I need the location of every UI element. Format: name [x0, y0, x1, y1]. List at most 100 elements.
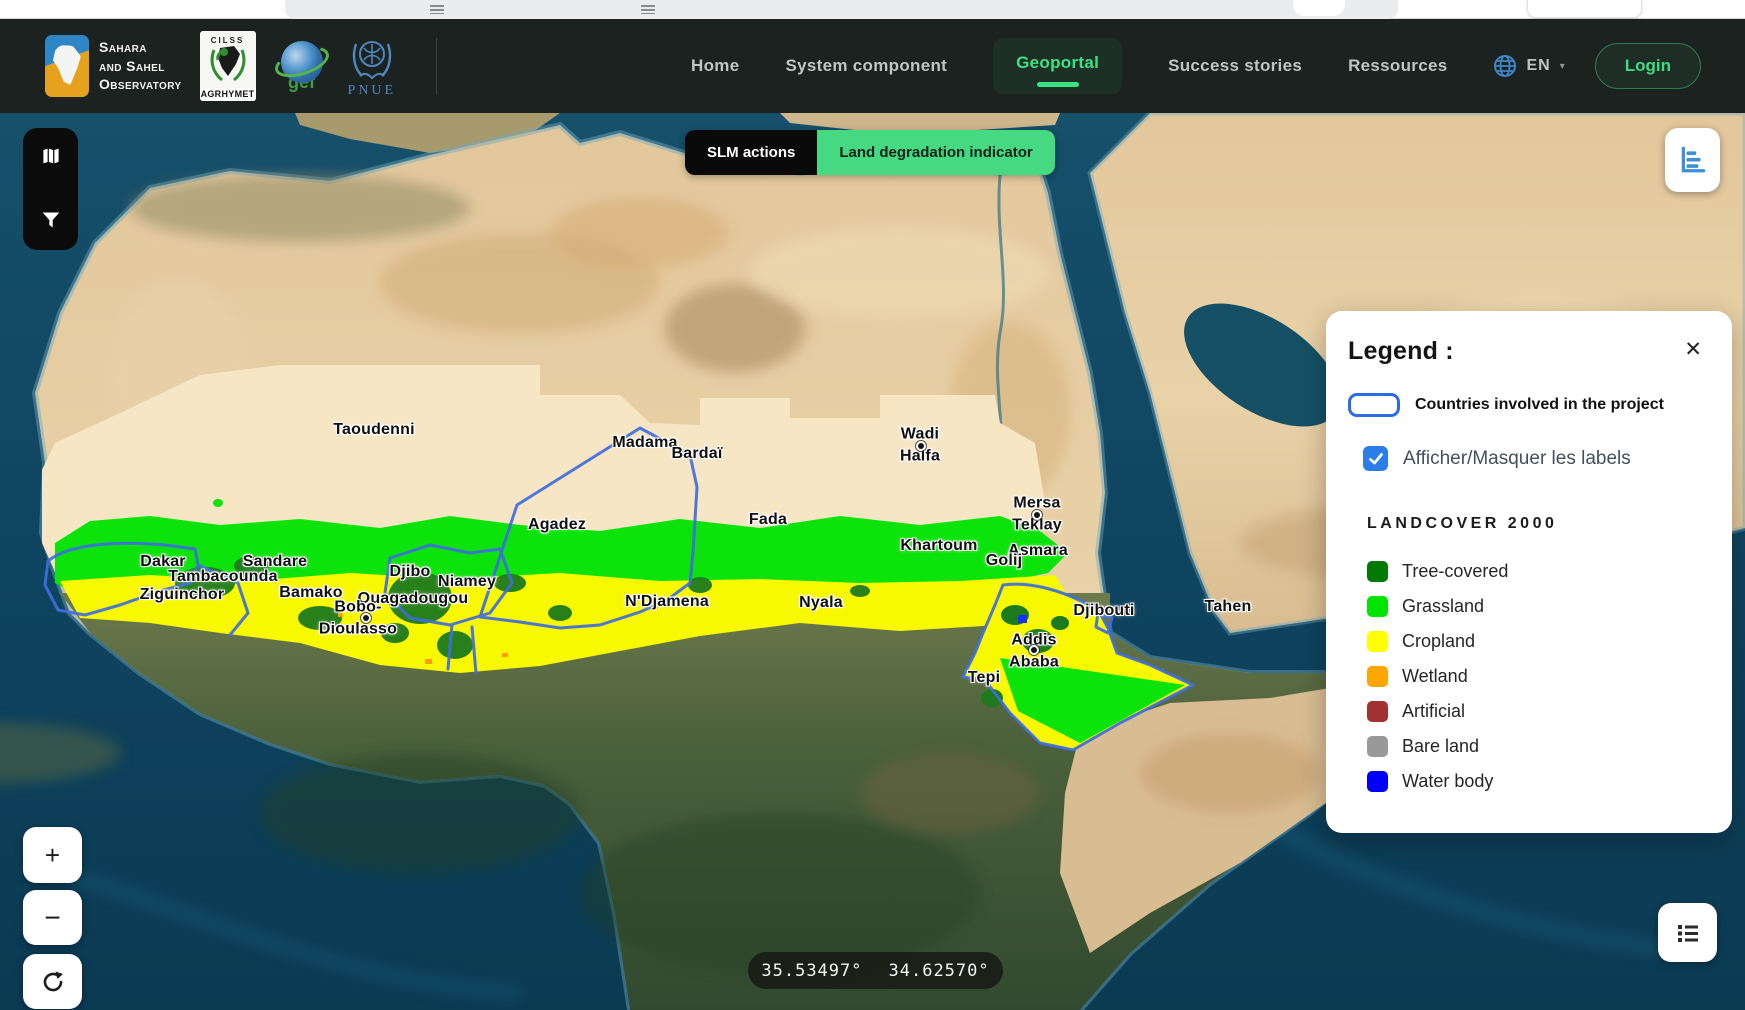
- map-label: Nyala: [799, 593, 843, 611]
- map-label: Ziguinchor: [139, 585, 225, 603]
- map-label: Sandare: [242, 552, 308, 570]
- list-icon: [1677, 924, 1698, 942]
- agrhymet-emblem-icon: [210, 46, 245, 82]
- map-terrain: [0, 113, 1745, 1010]
- check-icon: [1368, 452, 1383, 464]
- toggle-slm-actions[interactable]: SLM actions: [685, 130, 818, 175]
- browser-chrome-strip: [0, 0, 1745, 19]
- latitude-value: 35.53497°: [761, 960, 863, 981]
- refresh-icon: [43, 971, 63, 991]
- landcover-swatch: [1367, 596, 1388, 617]
- map-label: Fada: [748, 510, 788, 528]
- map-label: Ouagadougou: [357, 589, 469, 607]
- language-code: EN: [1526, 57, 1551, 74]
- bar-chart-icon: [1681, 146, 1705, 173]
- filter-button[interactable]: [38, 207, 64, 233]
- landcover-swatch: [1367, 736, 1388, 757]
- landcover-item-wetland: Wetland: [1367, 659, 1706, 694]
- landcover-section-title: LANDCOVER 2000: [1367, 515, 1558, 532]
- map-label: Bardaï: [671, 444, 723, 462]
- statistics-chart-button[interactable]: [1665, 128, 1720, 192]
- browser-button[interactable]: [1527, 0, 1642, 18]
- landcover-swatch: [1367, 771, 1388, 792]
- map-left-toolbar: [23, 128, 78, 250]
- filter-icon: [42, 212, 59, 228]
- pnue-logo: PNUE: [348, 34, 397, 99]
- city-marker: [918, 443, 924, 449]
- globe-icon: [1494, 55, 1517, 77]
- landcover-label: Wetland: [1402, 666, 1468, 686]
- browser-address-bar[interactable]: [285, 0, 1398, 19]
- map-label: Agadez: [527, 515, 587, 533]
- address-bar-icon: [641, 5, 655, 14]
- longitude-value: 34.62570°: [888, 960, 990, 981]
- landcover-swatch: [1367, 701, 1388, 722]
- legend-panel: Legend : ✕ Countries involved in the pro…: [1326, 311, 1732, 833]
- coordinates-readout: 35.53497° 34.62570°: [748, 952, 1003, 989]
- map-label: Asmara: [1008, 541, 1068, 559]
- logo-cluster: Sahara and Sahel Observatory CILSS AGRHY…: [45, 31, 438, 101]
- map-label: Djibouti: [1073, 601, 1135, 619]
- main-nav: Home System component Geoportal Success sto…: [691, 38, 1447, 94]
- africa-silhouette-icon: [53, 45, 81, 85]
- map-label: N'Djamena: [625, 592, 709, 610]
- landcover-label: Artificial: [1402, 701, 1466, 721]
- landcover-item-cropland: Cropland: [1367, 624, 1706, 659]
- cilss-agrhymet-logo: CILSS AGRHYMET: [199, 31, 256, 101]
- labels-visibility-checkbox[interactable]: [1363, 446, 1388, 471]
- map-label: Mersa Teklay: [1012, 494, 1062, 534]
- landcover-label: Bare land: [1402, 736, 1480, 756]
- oss-logo: Sahara and Sahel Observatory: [45, 35, 182, 97]
- map-label: Madama: [612, 433, 678, 451]
- landcover-item-water-body: Water body: [1367, 764, 1706, 799]
- map-label: Niamey: [437, 572, 497, 590]
- basemap-button[interactable]: [38, 143, 64, 169]
- refresh-button[interactable]: [23, 954, 82, 1009]
- city-marker: [1031, 647, 1037, 653]
- chevron-down-icon: ▾: [1559, 60, 1565, 72]
- oss-logo-text: Sahara and Sahel Observatory: [99, 39, 182, 93]
- login-button[interactable]: Login: [1594, 43, 1701, 89]
- landcover-swatch: [1367, 561, 1388, 582]
- nav-item-geoportal[interactable]: Geoportal: [993, 38, 1123, 94]
- map-label: Wadi Halfa: [899, 425, 941, 465]
- landcover-item-artificial: Artificial: [1367, 694, 1706, 729]
- map-label: Addis Ababa: [1009, 631, 1059, 671]
- landcover-label: Water body: [1402, 771, 1494, 791]
- gef-logo: gef: [270, 40, 333, 91]
- nav-item-system-component[interactable]: System component: [785, 56, 948, 75]
- language-selector[interactable]: EN ▾: [1493, 54, 1565, 78]
- toggle-land-degradation-indicator[interactable]: Land degradation indicator: [817, 130, 1055, 175]
- zoom-in-button[interactable]: +: [23, 827, 82, 883]
- map-label: Djibo: [389, 562, 431, 580]
- landcover-swatch: [1367, 631, 1388, 652]
- landcover-swatch: [1367, 666, 1388, 687]
- pnue-emblem-icon: [352, 40, 391, 79]
- landcover-item-grassland: Grassland: [1367, 589, 1706, 624]
- nav-item-ressources[interactable]: Ressources: [1348, 56, 1448, 75]
- header-divider: [436, 38, 438, 94]
- landcover-label: Grassland: [1402, 596, 1485, 616]
- zoom-out-button[interactable]: −: [23, 890, 82, 945]
- nav-item-home[interactable]: Home: [691, 56, 740, 75]
- oss-logo-mark: [45, 35, 89, 97]
- landcover-item-bare-land: Bare land: [1367, 729, 1706, 764]
- nav-item-success-stories[interactable]: Success stories: [1168, 56, 1303, 75]
- layer-list-button[interactable]: [1658, 903, 1717, 962]
- close-icon[interactable]: ✕: [1684, 338, 1702, 361]
- landcover-label: Cropland: [1402, 631, 1476, 651]
- city-marker: [363, 615, 369, 621]
- countries-outline-swatch: [1348, 393, 1400, 417]
- browser-tab-notch: [1293, 0, 1345, 16]
- map-canvas[interactable]: Taoudenni Madama Bardaï Wadi Halfa Agadez Fada…: [0, 113, 1745, 1010]
- map-label: Bobo- Dioulasso: [318, 598, 398, 638]
- map-icon: [41, 146, 60, 166]
- map-label: Taoudenni: [333, 420, 415, 438]
- landcover-list: Tree-covered Grassland Cropland Wetland Arti…: [1367, 554, 1706, 799]
- countries-label: Countries involved in the project: [1415, 396, 1664, 413]
- legend-title: Legend :: [1348, 337, 1454, 365]
- map-label: Tahen: [1204, 597, 1252, 615]
- map-label: Golij: [985, 551, 1023, 569]
- map-label: Bamako: [279, 583, 343, 601]
